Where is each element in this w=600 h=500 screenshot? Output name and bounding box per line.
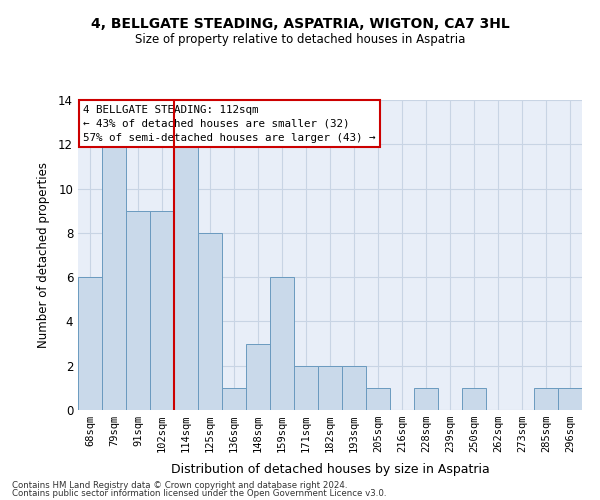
Text: Contains HM Land Registry data © Crown copyright and database right 2024.: Contains HM Land Registry data © Crown c… bbox=[12, 480, 347, 490]
Y-axis label: Number of detached properties: Number of detached properties bbox=[37, 162, 50, 348]
Bar bbox=[343, 366, 365, 410]
Text: 4 BELLGATE STEADING: 112sqm
← 43% of detached houses are smaller (32)
57% of sem: 4 BELLGATE STEADING: 112sqm ← 43% of det… bbox=[83, 104, 376, 142]
Bar bbox=[295, 366, 317, 410]
Bar bbox=[223, 388, 245, 410]
Text: 4, BELLGATE STEADING, ASPATRIA, WIGTON, CA7 3HL: 4, BELLGATE STEADING, ASPATRIA, WIGTON, … bbox=[91, 18, 509, 32]
Bar bbox=[175, 144, 197, 410]
Bar bbox=[559, 388, 581, 410]
Bar bbox=[319, 366, 341, 410]
Bar bbox=[463, 388, 485, 410]
Bar bbox=[271, 277, 293, 410]
Bar bbox=[127, 210, 149, 410]
Bar bbox=[367, 388, 389, 410]
Text: Size of property relative to detached houses in Aspatria: Size of property relative to detached ho… bbox=[135, 32, 465, 46]
Bar bbox=[199, 233, 221, 410]
Bar bbox=[247, 344, 269, 410]
Text: Contains public sector information licensed under the Open Government Licence v3: Contains public sector information licen… bbox=[12, 489, 386, 498]
Bar bbox=[151, 210, 173, 410]
Bar bbox=[535, 388, 557, 410]
Bar bbox=[103, 144, 125, 410]
X-axis label: Distribution of detached houses by size in Aspatria: Distribution of detached houses by size … bbox=[170, 464, 490, 476]
Bar bbox=[415, 388, 437, 410]
Bar bbox=[79, 277, 101, 410]
